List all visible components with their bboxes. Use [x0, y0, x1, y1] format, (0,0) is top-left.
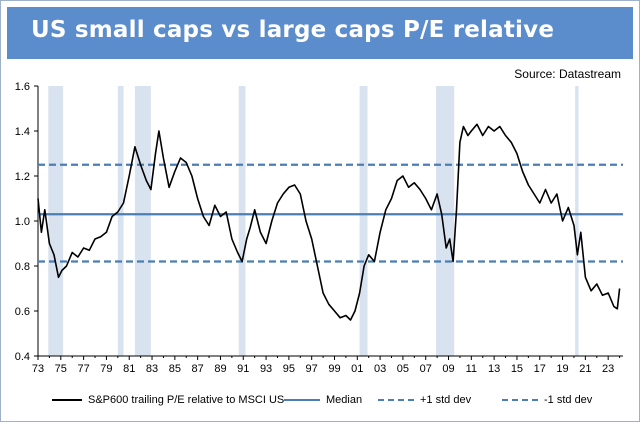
x-tick-label: 21	[579, 363, 591, 375]
series-layer	[37, 123, 621, 321]
source-note: Source: Datastream	[514, 67, 621, 81]
x-tick-label: 85	[169, 363, 181, 375]
legend-item-median: Median	[284, 394, 362, 406]
x-tick-label: 89	[214, 363, 226, 375]
reference-lines	[38, 163, 623, 263]
x-tick-label: 83	[146, 363, 158, 375]
recession-band	[134, 86, 151, 356]
recession-band	[435, 86, 455, 356]
y-tick-label: 0.4	[15, 351, 30, 363]
x-tick-label: 11	[466, 363, 477, 375]
axes: 0.4 0.6 0.8 1.0 1.2 1.4 1.6 73 75 77 79 81 83 85 87 89 9…	[15, 81, 623, 375]
x-tick-label: 19	[556, 363, 568, 375]
y-tick-label: 1.2	[15, 171, 30, 183]
x-tick-label: 09	[442, 363, 454, 375]
y-tick-label: 1.6	[15, 81, 30, 93]
x-tick-label: 97	[306, 363, 318, 375]
recession-band	[575, 86, 579, 356]
recession-band	[48, 86, 64, 356]
x-tick-label: 15	[511, 363, 523, 375]
legend-minus-std-swatch	[502, 399, 538, 401]
recession-band	[238, 86, 246, 356]
legend-item-plus-std: +1 std dev	[378, 394, 471, 406]
legend: S&P600 trailing P/E relative to MSCI US …	[0, 390, 640, 412]
x-tick-label: 93	[260, 363, 272, 375]
x-tick-label: 99	[328, 363, 340, 375]
y-tick-label: 0.6	[15, 306, 30, 318]
x-tick-label: 13	[488, 363, 500, 375]
x-tick-label: 75	[55, 363, 67, 375]
y-tick-label: 0.8	[15, 261, 30, 273]
x-tick-label: 91	[237, 363, 249, 375]
y-tick-label: 1.0	[15, 216, 30, 228]
x-tick-label: 17	[534, 363, 546, 375]
recession-band	[117, 86, 124, 356]
x-tick-label: 81	[123, 363, 135, 375]
legend-series-swatch	[52, 399, 82, 401]
x-tick-label: 07	[420, 363, 432, 375]
x-tick-label: 05	[397, 363, 409, 375]
recession-bands	[48, 86, 579, 356]
legend-plus-std-label: +1 std dev	[420, 394, 472, 406]
x-tick-label: 77	[77, 363, 89, 375]
recession-band	[359, 86, 368, 356]
x-tick-label: 01	[351, 363, 363, 375]
legend-median-label: Median	[326, 394, 363, 406]
y-tick-label: 1.4	[15, 126, 30, 138]
x-tick-label: 95	[283, 363, 295, 375]
legend-median-swatch	[284, 399, 320, 401]
x-tick-label: 03	[374, 363, 386, 375]
x-tick-label: 79	[100, 363, 112, 375]
legend-plus-std-swatch	[378, 399, 414, 401]
series-line	[37, 123, 621, 321]
x-tick-label: 23	[602, 363, 614, 375]
legend-item-minus-std: -1 std dev	[502, 394, 592, 406]
title-bar: US small caps vs large caps P/E relative	[7, 7, 633, 59]
legend-minus-std-label: -1 std dev	[544, 394, 593, 406]
x-tick-label: 73	[32, 363, 44, 375]
legend-series-label: S&P600 trailing P/E relative to MSCI US	[88, 394, 285, 406]
chart-title: US small caps vs large caps P/E relative	[31, 17, 555, 43]
legend-item-series: S&P600 trailing P/E relative to MSCI US	[52, 394, 284, 406]
x-tick-label: 87	[192, 363, 204, 375]
